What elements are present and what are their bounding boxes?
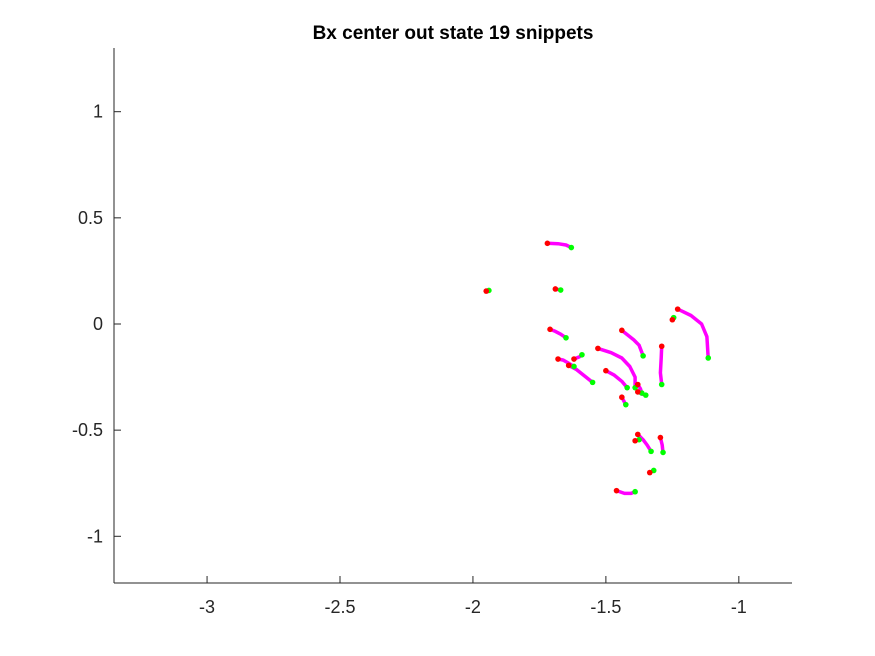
start-point-marker (555, 356, 561, 362)
trajectory-line (548, 327, 568, 340)
x-tick-label: -3 (199, 597, 215, 617)
end-point-marker (705, 355, 712, 361)
trajectory-line (675, 307, 710, 360)
x-tick-label: -2.5 (324, 597, 355, 617)
start-point-marker (632, 437, 638, 444)
x-tick-label: -2 (465, 597, 481, 617)
start-point-marker (634, 381, 641, 388)
end-point-marker (642, 392, 649, 398)
end-point-marker (589, 379, 596, 386)
end-point-marker (632, 488, 638, 495)
start-point-marker (613, 487, 620, 494)
end-point-marker (658, 381, 665, 388)
end-point-marker (623, 401, 629, 408)
end-point-marker (660, 449, 666, 456)
axis-ticks: -3 -2.5 -2 -1.5 -1 1 0.5 0 -0.5 -1 (72, 102, 747, 617)
end-point-marker (571, 363, 577, 370)
y-tick-label: -0.5 (72, 420, 103, 440)
start-point-marker (552, 286, 559, 292)
chart-title: Bx center out state 19 snippets (313, 23, 594, 44)
trajectory-line (604, 368, 629, 390)
start-point-marker (603, 367, 609, 374)
start-point-marker (646, 469, 653, 476)
start-point-marker (657, 434, 664, 441)
trajectory-line (636, 432, 653, 454)
trajectory-line (620, 328, 645, 358)
x-tick-label: -1.5 (590, 597, 621, 617)
end-point-marker (648, 448, 654, 455)
end-point-marker (563, 334, 569, 341)
plot-area: -3 -2.5 -2 -1.5 -1 1 0.5 0 -0.5 -1 (72, 48, 792, 617)
end-point-marker (624, 384, 630, 391)
trajectory-line (545, 241, 574, 250)
x-tick-label: -1 (731, 597, 747, 617)
start-point-marker (565, 362, 572, 369)
start-point-marker (619, 327, 625, 334)
end-point-marker (557, 287, 564, 293)
end-point-marker (568, 244, 575, 251)
start-point-marker (547, 326, 553, 333)
start-point-marker (483, 288, 490, 294)
end-point-marker (579, 351, 585, 358)
start-point-marker (544, 240, 551, 247)
y-tick-label: 0 (93, 314, 103, 334)
y-tick-label: 1 (93, 102, 103, 122)
start-point-marker (619, 394, 625, 401)
start-point-marker (634, 431, 641, 438)
trajectory-line (596, 346, 637, 390)
end-point-marker (640, 353, 646, 359)
start-point-marker (571, 356, 577, 362)
trajectory-line (658, 344, 664, 387)
start-point-marker (634, 389, 641, 395)
start-point-marker (595, 345, 601, 352)
start-point-marker (674, 306, 681, 312)
markers (483, 240, 712, 495)
y-tick-label: 0.5 (78, 208, 103, 228)
start-point-marker (658, 343, 665, 350)
y-tick-label: -1 (87, 526, 103, 546)
start-point-marker (669, 316, 676, 323)
